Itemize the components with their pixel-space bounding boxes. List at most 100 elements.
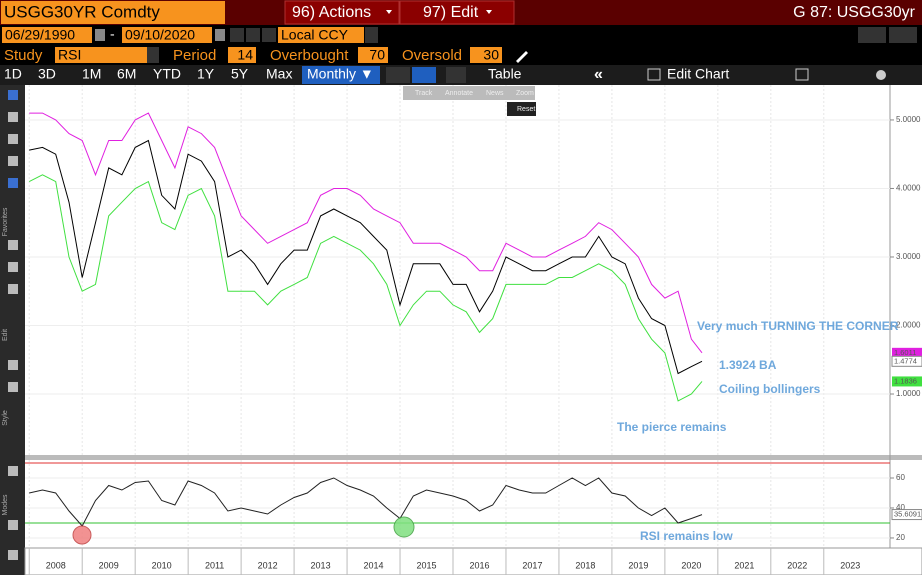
last-value-label: 1.6011 xyxy=(894,348,916,357)
tool-icon[interactable] xyxy=(8,112,18,122)
y-tick-label: 20 xyxy=(896,533,905,542)
tool-icon[interactable] xyxy=(8,284,18,294)
tab[interactable]: 1M xyxy=(82,66,101,82)
period-field[interactable] xyxy=(228,47,256,63)
start-date: 06/29/1990 xyxy=(5,27,75,43)
pencil-icon[interactable] xyxy=(516,51,528,63)
floating-toolbar xyxy=(403,86,535,100)
reset-button[interactable]: Reset xyxy=(517,106,535,113)
caret xyxy=(486,10,492,14)
ticker-field[interactable] xyxy=(1,1,225,24)
tab[interactable]: 3D xyxy=(38,66,56,82)
currency-field[interactable] xyxy=(278,27,364,43)
x-tick-label: 2013 xyxy=(311,560,331,570)
news-button[interactable]: News xyxy=(486,90,504,97)
collapse-button[interactable]: « xyxy=(594,66,603,83)
tool-icon[interactable] xyxy=(8,156,18,166)
tool-icon[interactable] xyxy=(8,550,18,560)
reset-box xyxy=(507,102,536,116)
tool-icon[interactable] xyxy=(8,178,18,188)
last-value-tag xyxy=(892,376,922,387)
zoom-button[interactable]: Zoom xyxy=(516,90,534,97)
y-tick-label: 60 xyxy=(896,473,905,482)
tool-icon[interactable] xyxy=(8,240,18,250)
next-button[interactable] xyxy=(246,28,260,42)
currency: Local CCY xyxy=(281,27,349,43)
overbought-label: Overbought xyxy=(270,47,349,64)
highlight-circle xyxy=(72,525,92,545)
x-tick-label: 2022 xyxy=(787,560,807,570)
end-date: 09/10/2020 xyxy=(125,27,195,43)
end-date-field[interactable] xyxy=(122,27,212,43)
annotate-button[interactable]: Annotate xyxy=(445,90,473,97)
tab[interactable]: Max xyxy=(266,66,292,82)
annotation: Very much TURNING THE CORNER xyxy=(697,319,899,333)
actions-label: 96) Actions xyxy=(292,4,371,21)
tab[interactable]: 1Y xyxy=(197,66,215,82)
start-date-field[interactable] xyxy=(2,27,92,43)
actions-button[interactable] xyxy=(284,0,400,25)
x-tick-label: 2019 xyxy=(628,560,648,570)
tool-icon[interactable] xyxy=(8,360,18,370)
last-value-label: 35.6091 xyxy=(894,510,921,519)
study-field[interactable] xyxy=(55,47,147,63)
oversold: 30 xyxy=(483,47,499,63)
edit-chart-button[interactable]: Edit Chart xyxy=(667,66,729,82)
calendar-icon[interactable] xyxy=(95,29,105,41)
tool-icon[interactable] xyxy=(8,382,18,392)
tool-icon[interactable] xyxy=(8,90,18,100)
prev-button[interactable] xyxy=(230,28,244,42)
x-tick-label: 2010 xyxy=(152,560,172,570)
overbought-field[interactable] xyxy=(358,47,388,63)
tab[interactable]: YTD xyxy=(153,66,181,82)
chart-icon xyxy=(647,68,661,81)
chart-type-icon[interactable] xyxy=(386,67,410,83)
series-line xyxy=(28,174,703,402)
x-tick-label: 2017 xyxy=(522,560,542,570)
edit-label: 97) Edit xyxy=(423,4,479,21)
caret xyxy=(386,10,392,14)
annotation: RSI remains low xyxy=(640,529,733,543)
currency-dropdown[interactable] xyxy=(365,27,378,43)
x-tick-label: 2012 xyxy=(258,560,278,570)
tab[interactable]: 5Y xyxy=(231,66,249,82)
y-tick-label: 5.0000 xyxy=(896,115,921,124)
frequency-button[interactable] xyxy=(302,66,380,84)
edit-icon[interactable] xyxy=(795,68,809,81)
study-dropdown[interactable] xyxy=(147,47,159,63)
tool-icon[interactable] xyxy=(8,134,18,144)
y-tick-label: 4.0000 xyxy=(896,184,921,193)
x-tick-label: 2016 xyxy=(469,560,489,570)
tab[interactable]: 6M xyxy=(117,66,136,82)
tool-icon[interactable] xyxy=(8,262,18,272)
annotation: 1.3924 BA xyxy=(719,358,777,372)
undo-button[interactable] xyxy=(858,27,886,43)
calendar-icon[interactable] xyxy=(215,29,225,41)
y-tick-label: 40 xyxy=(896,503,905,512)
dash: - xyxy=(110,26,115,42)
track-button[interactable]: Track xyxy=(415,90,433,97)
oversold-label: Oversold xyxy=(402,47,462,64)
edit-button[interactable] xyxy=(399,0,515,25)
table-button[interactable]: Table xyxy=(488,66,522,82)
tab[interactable]: 1D xyxy=(4,66,22,82)
frequency: Monthly ▼ xyxy=(307,66,374,82)
tool-icon[interactable] xyxy=(8,466,18,476)
price-panel xyxy=(25,85,922,455)
last-button[interactable] xyxy=(262,28,276,42)
type-dropdown[interactable] xyxy=(446,67,466,83)
side-label: Favorites xyxy=(2,207,9,236)
side-label: Style xyxy=(2,410,9,426)
settings-icon[interactable] xyxy=(876,70,886,80)
tool-icon[interactable] xyxy=(8,520,18,530)
highlight-circle xyxy=(393,516,415,538)
x-tick-label: 2014 xyxy=(364,560,384,570)
side-label: Edit xyxy=(2,329,9,341)
oversold-field[interactable] xyxy=(470,47,502,63)
last-value-tag xyxy=(891,355,922,367)
redo-button[interactable] xyxy=(889,27,917,43)
bar-type-icon[interactable] xyxy=(412,67,436,83)
series-line xyxy=(29,139,703,375)
